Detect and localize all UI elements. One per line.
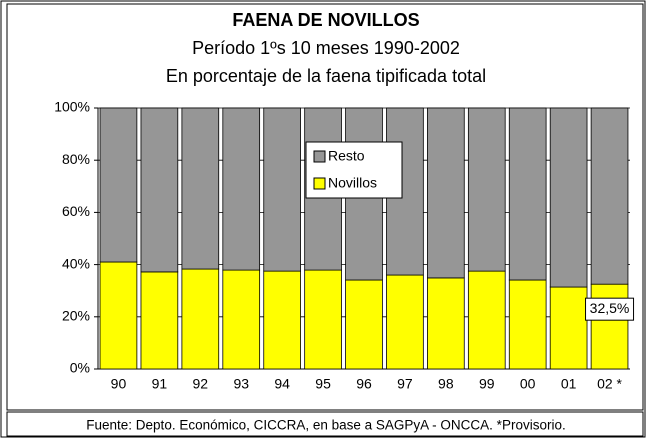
data-label-box bbox=[585, 297, 635, 321]
bar-segment bbox=[304, 269, 342, 370]
bar-segment bbox=[590, 107, 629, 285]
chart-subtitle: En porcentaje de la faena tipificada tot… bbox=[166, 66, 486, 86]
bar-segment bbox=[508, 107, 547, 281]
x-tick-label: 90 bbox=[111, 376, 127, 392]
x-tick-label: 97 bbox=[397, 376, 413, 392]
bar-segment bbox=[427, 107, 465, 279]
source-note: Fuente: Depto. Económico, CICCRA, en bas… bbox=[86, 418, 565, 433]
source-frame bbox=[6, 411, 644, 437]
x-tick-label: 99 bbox=[479, 376, 495, 392]
bar-segment bbox=[181, 268, 220, 370]
bar-segment bbox=[345, 279, 383, 370]
bar-segment bbox=[140, 107, 179, 273]
bar-segment bbox=[549, 286, 588, 370]
bar-segment bbox=[140, 271, 179, 370]
bar-segment bbox=[222, 107, 261, 271]
legend-label: Novillos bbox=[328, 175, 377, 191]
chart-title: FAENA DE NOVILLOS bbox=[232, 10, 419, 30]
x-tick-label: 98 bbox=[438, 376, 454, 392]
y-tick-label: 60% bbox=[62, 203, 90, 219]
bar-segment bbox=[99, 107, 138, 263]
bar-segment bbox=[263, 270, 301, 370]
data-label: 32,5% bbox=[590, 300, 630, 316]
y-tick-label: 80% bbox=[62, 151, 90, 167]
chart-subtitle: Período 1ºs 10 meses 1990-2002 bbox=[192, 38, 460, 58]
x-tick-label: 01 bbox=[561, 376, 577, 392]
bar-segment bbox=[467, 270, 506, 370]
x-tick-label: 91 bbox=[152, 376, 168, 392]
x-tick-label: 92 bbox=[193, 376, 209, 392]
legend-swatch bbox=[313, 177, 326, 190]
y-tick-label: 0% bbox=[70, 360, 90, 376]
bar-segment bbox=[181, 107, 220, 270]
legend-label: Resto bbox=[328, 148, 365, 164]
y-tick-label: 20% bbox=[62, 308, 90, 324]
x-tick-label: 96 bbox=[356, 376, 372, 392]
bar-segment bbox=[99, 261, 138, 370]
bar-segment bbox=[508, 279, 547, 370]
bar-segment bbox=[467, 107, 506, 272]
y-tick-label: 40% bbox=[62, 255, 90, 271]
bar-segment bbox=[263, 107, 301, 272]
x-tick-label: 02 * bbox=[597, 376, 622, 392]
legend-swatch bbox=[313, 150, 326, 163]
x-tick-label: 93 bbox=[233, 376, 249, 392]
bar-segment bbox=[386, 274, 424, 370]
y-tick-label: 100% bbox=[54, 99, 90, 115]
bar-segment bbox=[590, 283, 629, 370]
bar-segment bbox=[549, 107, 588, 288]
bar-segment bbox=[222, 269, 261, 370]
x-tick-label: 95 bbox=[315, 376, 331, 392]
bar-segment bbox=[427, 277, 465, 370]
x-tick-label: 00 bbox=[520, 376, 536, 392]
x-tick-label: 94 bbox=[274, 376, 290, 392]
